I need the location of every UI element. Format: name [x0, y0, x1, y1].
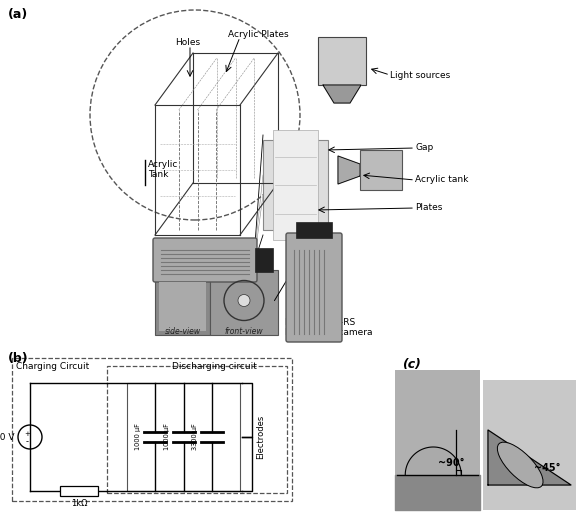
Text: Acrylic Plates: Acrylic Plates — [228, 30, 289, 39]
Text: ~90°: ~90° — [438, 458, 465, 468]
Text: 1000 µF: 1000 µF — [164, 424, 169, 450]
Text: +: + — [24, 431, 30, 437]
Text: (b): (b) — [8, 352, 29, 365]
Bar — [296, 222, 332, 238]
Text: ~45°: ~45° — [534, 463, 560, 473]
Text: front-view: front-view — [225, 327, 263, 336]
Bar — [263, 140, 328, 230]
Text: Holes: Holes — [175, 38, 200, 47]
Text: 60 V: 60 V — [0, 432, 15, 442]
Text: Photron APX-RS
high-speed camera: Photron APX-RS high-speed camera — [285, 318, 373, 337]
Bar — [360, 150, 402, 190]
Polygon shape — [406, 447, 461, 475]
Bar — [127, 383, 240, 491]
Text: -: - — [25, 437, 28, 447]
Bar — [273, 130, 318, 240]
FancyBboxPatch shape — [286, 233, 342, 342]
Bar — [159, 282, 206, 331]
Text: side-view: side-view — [164, 327, 200, 336]
Bar — [318, 37, 366, 85]
Text: Light sources: Light sources — [390, 70, 450, 80]
Text: Photron SA5
high-speed camera: Photron SA5 high-speed camera — [158, 244, 245, 263]
FancyBboxPatch shape — [153, 238, 257, 282]
Text: Charging Circuit: Charging Circuit — [16, 362, 89, 371]
Bar — [60, 486, 98, 496]
Bar — [395, 370, 480, 510]
Bar — [12, 358, 292, 501]
Text: Electrodes: Electrodes — [256, 415, 265, 459]
Text: Gap: Gap — [415, 143, 433, 153]
Polygon shape — [338, 156, 360, 184]
Text: Acrylic tank: Acrylic tank — [415, 175, 468, 185]
Bar — [483, 380, 576, 510]
Ellipse shape — [497, 442, 543, 488]
Text: 3300 µF: 3300 µF — [192, 424, 198, 450]
Polygon shape — [488, 430, 571, 485]
Bar — [155, 278, 210, 335]
Text: (a): (a) — [8, 8, 28, 21]
Text: Discharging circuit: Discharging circuit — [172, 362, 257, 371]
Text: 1kΩ: 1kΩ — [71, 499, 87, 508]
Text: 1000 µF: 1000 µF — [135, 424, 141, 450]
Text: Plates: Plates — [415, 204, 442, 212]
Text: (c): (c) — [402, 358, 421, 371]
Bar — [107, 366, 287, 493]
Bar — [210, 270, 278, 335]
Polygon shape — [323, 85, 361, 103]
Text: Acrylic
Tank: Acrylic Tank — [148, 160, 179, 179]
Circle shape — [238, 295, 250, 306]
Bar — [255, 248, 273, 272]
